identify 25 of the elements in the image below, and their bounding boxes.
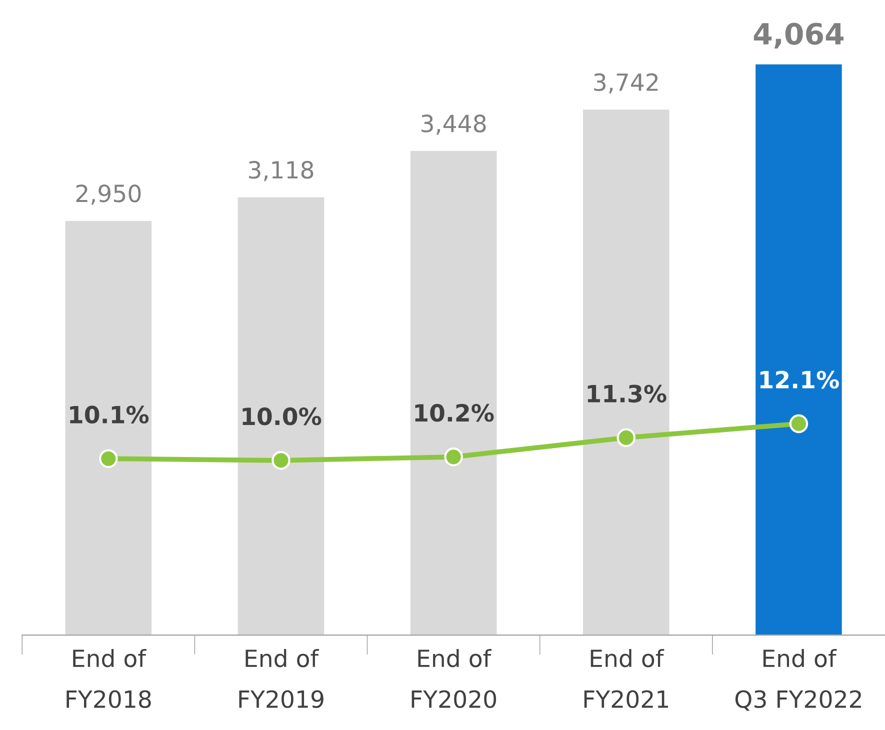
data-label: 10.0% [242, 407, 322, 426]
data-label: 11.3% [588, 384, 666, 403]
data-label: 10.1% [70, 406, 149, 424]
data-label: 4,064 [754, 22, 844, 49]
data-label: 3,448 [422, 114, 486, 135]
data-label: 3,742 [594, 73, 658, 94]
bar [756, 64, 842, 636]
x-tick-label: End of Q3 FY2022 [735, 648, 861, 711]
data-label: 2,950 [76, 184, 141, 205]
x-tick-label: End of FY2018 [66, 648, 151, 708]
bar [238, 197, 324, 636]
data-label: 3,118 [248, 160, 314, 182]
x-tick-label: End of FY2019 [239, 648, 324, 708]
data-label: 10.2% [415, 404, 494, 422]
x-tick-label: End of FY2020 [412, 648, 496, 708]
point [616, 428, 636, 448]
point [272, 451, 290, 470]
point [99, 449, 118, 468]
data-label: 12.1% [760, 370, 839, 389]
x-tick-label: End of FY2021 [584, 648, 668, 708]
bar [582, 110, 670, 636]
point [789, 414, 808, 434]
bar [65, 220, 152, 636]
point [444, 448, 463, 466]
bar [410, 150, 497, 636]
